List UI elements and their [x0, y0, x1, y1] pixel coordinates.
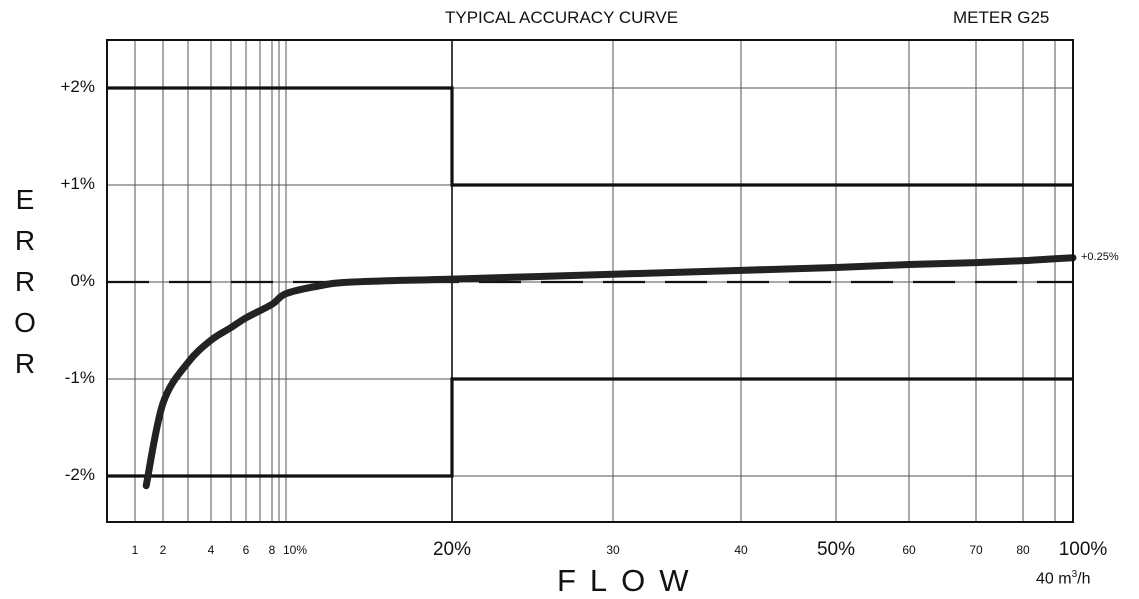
upper-limit-line	[107, 86, 1073, 187]
y-axis-letter: O	[14, 307, 36, 338]
y-axis-letter: R	[14, 266, 36, 297]
curve-layer	[142, 254, 1077, 490]
x-tick-label: 8	[268, 543, 276, 557]
x-tick-label: 1	[131, 543, 139, 557]
x-tick-label-major: 100%	[1058, 539, 1108, 560]
y-tick-label: -1%	[64, 368, 95, 387]
x-tick-label-major: 10%	[282, 543, 308, 557]
y-axis-letter: R	[14, 225, 36, 256]
meter-label: METER G25	[953, 8, 1050, 27]
x-tick-label: 60	[902, 543, 916, 557]
lower-limit-line	[107, 377, 1073, 478]
x-tick-label: 2	[159, 543, 167, 557]
flow-unit-label: 40 m3/h	[1036, 569, 1091, 588]
end-value-annotation: +0.25%	[1081, 250, 1119, 263]
x-tick-label: 6	[242, 543, 250, 557]
x-tick-label: 30	[606, 543, 620, 557]
y-tick-label: +1%	[60, 174, 96, 193]
x-tick-label: 80	[1016, 543, 1030, 557]
y-axis-letter: R	[14, 348, 36, 379]
plot-frame	[106, 39, 1074, 523]
limits-layer	[107, 86, 1073, 478]
x-tick-label: 4	[207, 543, 215, 557]
x-tick-label: 40	[734, 543, 748, 557]
x-tick-label: 70	[969, 543, 983, 557]
x-tick-label-major: 50%	[816, 539, 856, 560]
x-axis-label: FLOW	[557, 563, 703, 598]
y-tick-label: -2%	[64, 465, 95, 484]
y-tick-label: 0%	[70, 271, 95, 290]
y-axis-letter: E	[15, 184, 35, 215]
x-tick-label-major: 20%	[432, 539, 472, 560]
chart-title: TYPICAL ACCURACY CURVE	[445, 8, 679, 27]
accuracy-curve	[142, 254, 1077, 490]
y-tick-label: +2%	[60, 77, 96, 96]
